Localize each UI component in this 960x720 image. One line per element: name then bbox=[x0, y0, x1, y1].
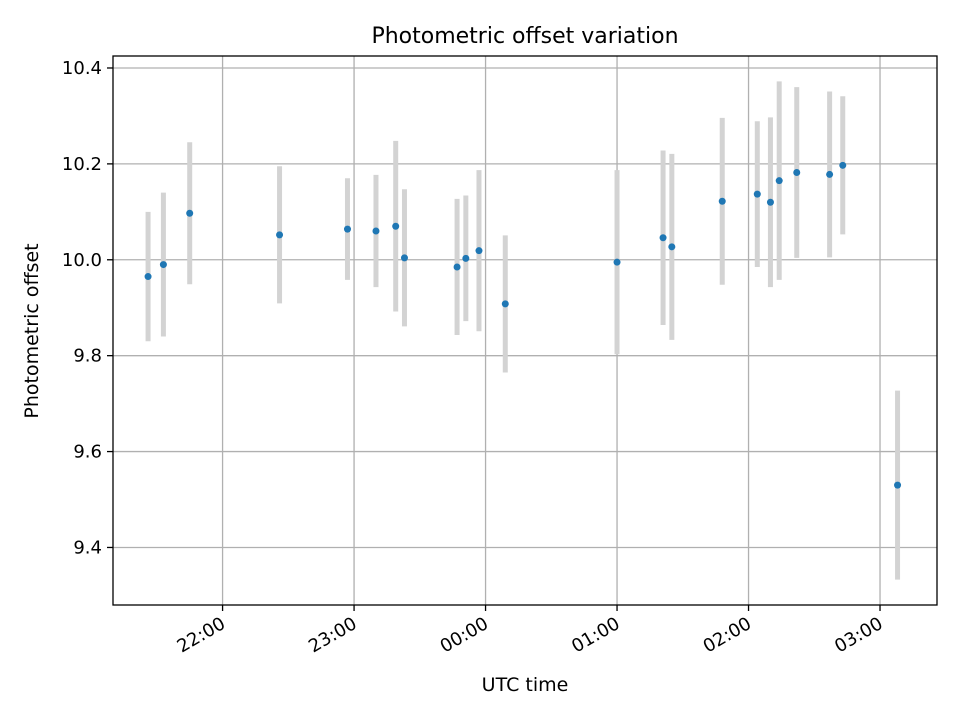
data-point bbox=[659, 234, 667, 242]
data-point bbox=[766, 198, 774, 206]
data-point bbox=[501, 300, 509, 308]
data-point bbox=[392, 222, 400, 230]
data-point bbox=[159, 261, 167, 269]
x-tick-label: 01:00 bbox=[568, 613, 623, 657]
y-tick-label: 9.6 bbox=[73, 442, 102, 463]
x-tick-label: 00:00 bbox=[437, 613, 492, 657]
data-point bbox=[775, 177, 783, 185]
data-point bbox=[186, 209, 194, 217]
y-tick-label: 9.8 bbox=[73, 346, 102, 367]
errorbar-layer bbox=[145, 81, 901, 580]
data-point bbox=[372, 227, 380, 235]
data-point bbox=[894, 481, 902, 489]
x-tick-label: 22:00 bbox=[174, 613, 229, 657]
data-point bbox=[839, 161, 847, 169]
data-point bbox=[144, 273, 152, 281]
x-tick-label: 02:00 bbox=[700, 613, 755, 657]
y-tick-label: 10.2 bbox=[62, 154, 102, 175]
plot-frame bbox=[112, 55, 938, 606]
data-point bbox=[462, 254, 470, 262]
y-tick-label: 10.4 bbox=[62, 58, 102, 79]
y-axis-label: Photometric offset bbox=[21, 243, 43, 418]
x-axis-label: UTC time bbox=[482, 674, 569, 696]
data-point bbox=[343, 225, 351, 233]
data-point bbox=[668, 243, 676, 251]
data-point bbox=[475, 247, 483, 255]
data-point bbox=[400, 254, 408, 262]
chart-title: Photometric offset variation bbox=[371, 24, 678, 49]
x-tick-label: 23:00 bbox=[305, 613, 360, 657]
data-point bbox=[826, 170, 834, 178]
data-point bbox=[718, 197, 726, 205]
y-tick-label: 10.0 bbox=[62, 250, 102, 271]
tick-layer: 22:00 23:00 00:00 01:00 02:00 03:00 9.4 9.6 9.8 1… bbox=[62, 58, 887, 657]
y-tick-label: 9.4 bbox=[73, 537, 102, 558]
data-point bbox=[453, 263, 461, 271]
grid-layer bbox=[113, 56, 937, 605]
data-point bbox=[276, 231, 284, 239]
data-point bbox=[613, 258, 621, 266]
x-tick-label: 03:00 bbox=[831, 613, 886, 657]
data-point bbox=[793, 169, 801, 177]
point-layer bbox=[144, 161, 902, 489]
data-point bbox=[753, 190, 761, 198]
